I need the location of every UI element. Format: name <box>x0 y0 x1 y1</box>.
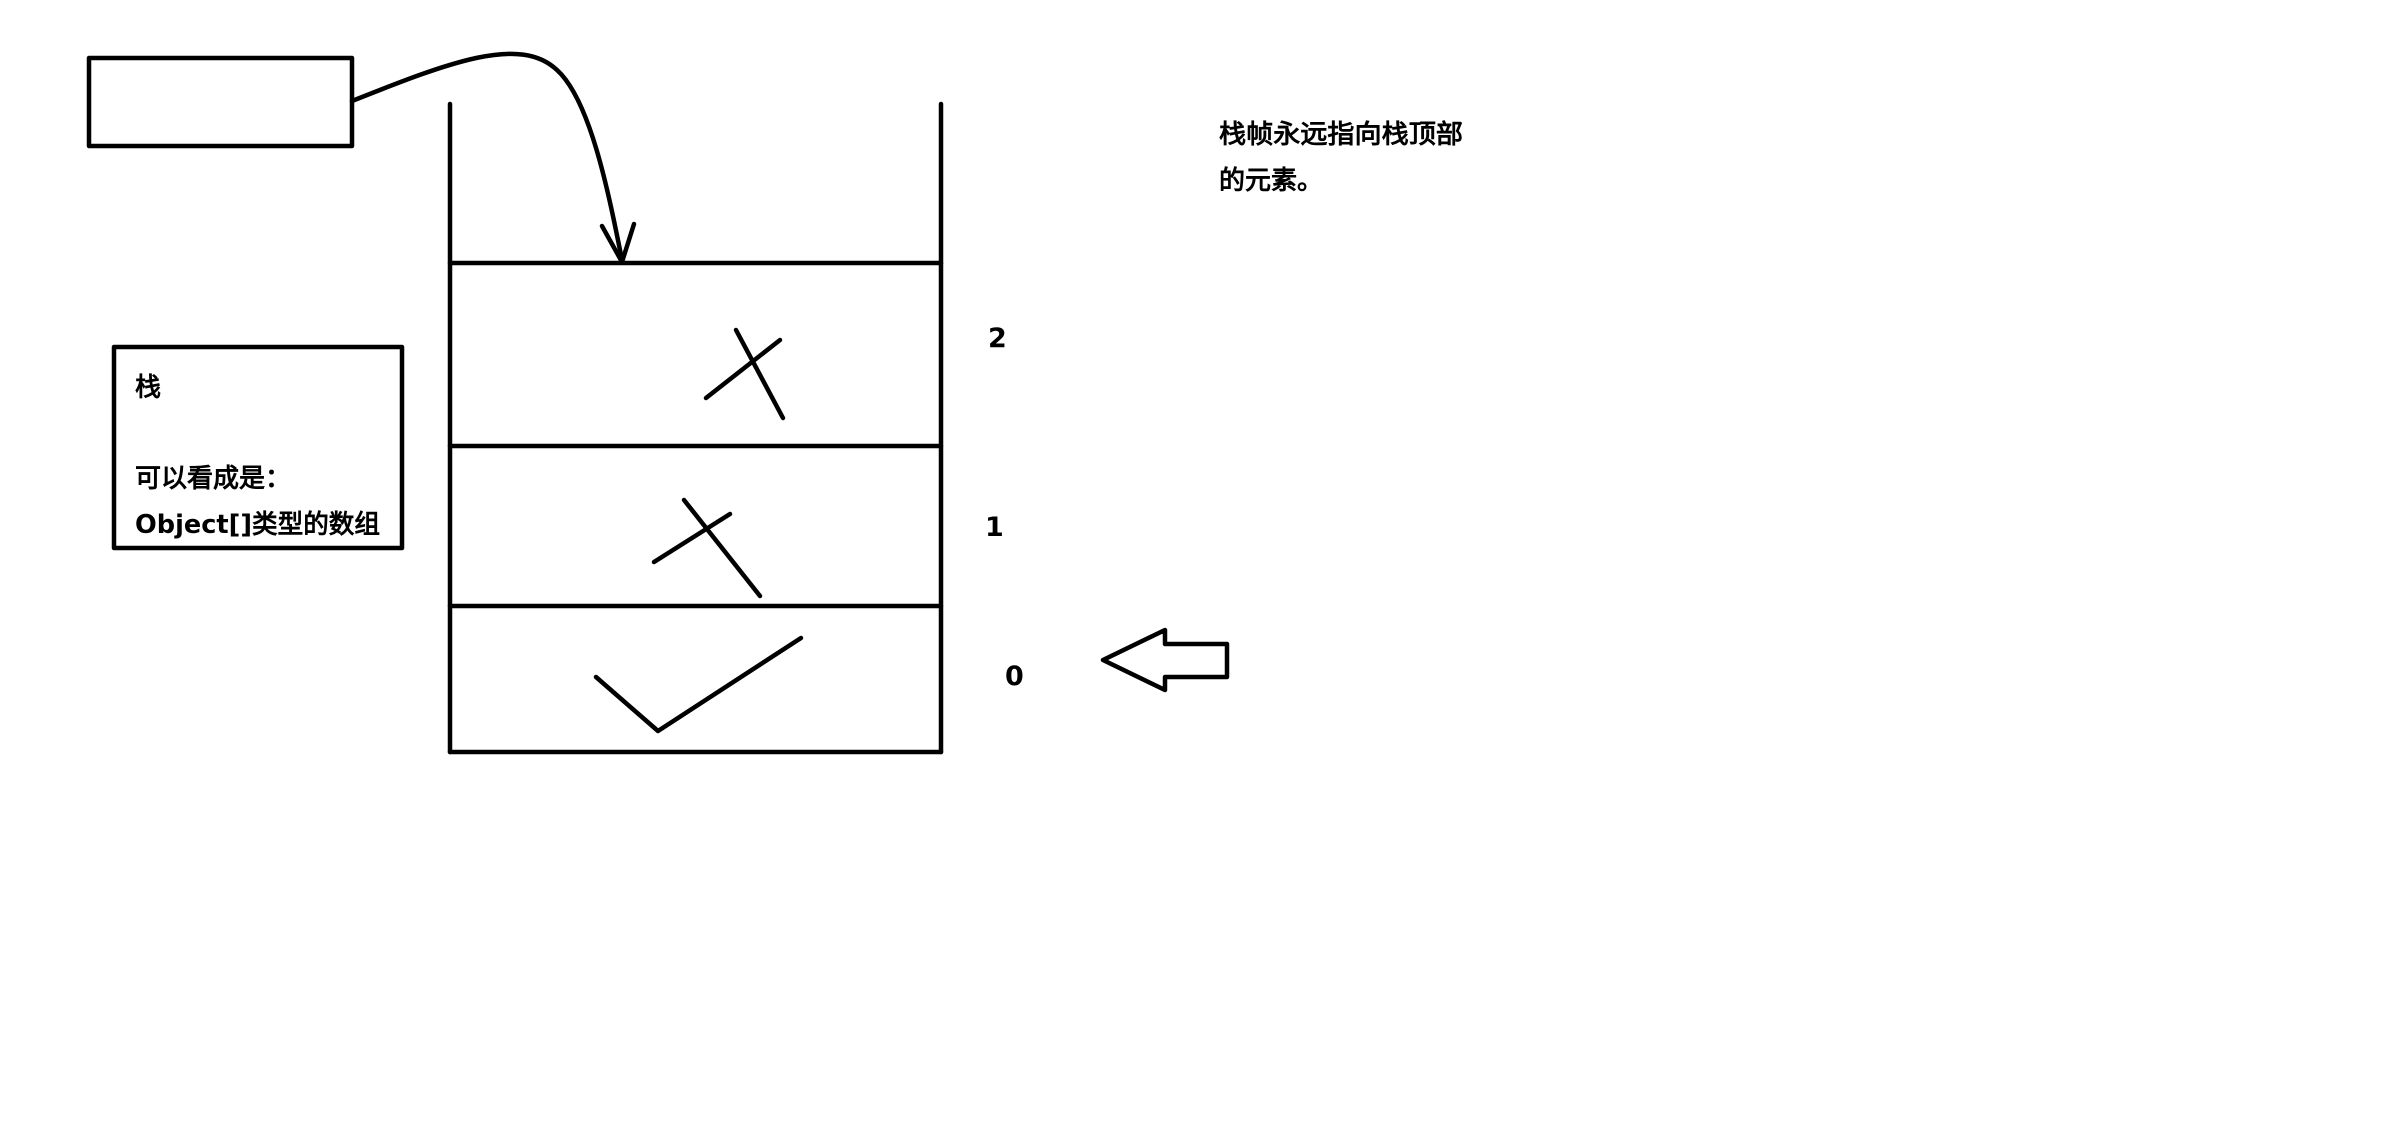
slot-index-0: 0 <box>1005 661 1024 692</box>
stack-legend-title: 栈 <box>135 373 161 403</box>
slot-0-check-icon <box>593 635 804 734</box>
note-line1: 栈帧永远指向栈顶部 <box>1219 119 1463 150</box>
note-line2: 的元素。 <box>1219 165 1323 196</box>
slot-index-2: 2 <box>988 323 1007 354</box>
stack-pointer-box <box>86 55 355 149</box>
stack-legend-box <box>111 344 405 551</box>
slot-index-1: 1 <box>985 512 1004 543</box>
stack-legend-line1: 可以看成是： <box>135 464 291 494</box>
stack-legend-line2: Object[]类型的数组 <box>135 509 380 540</box>
left-arrow-icon <box>1100 627 1230 693</box>
slot-2-cross-icon <box>703 327 786 421</box>
stack-container <box>447 101 944 755</box>
pointer-curve-arrow <box>349 51 625 263</box>
slot-1-cross-icon <box>651 497 763 599</box>
